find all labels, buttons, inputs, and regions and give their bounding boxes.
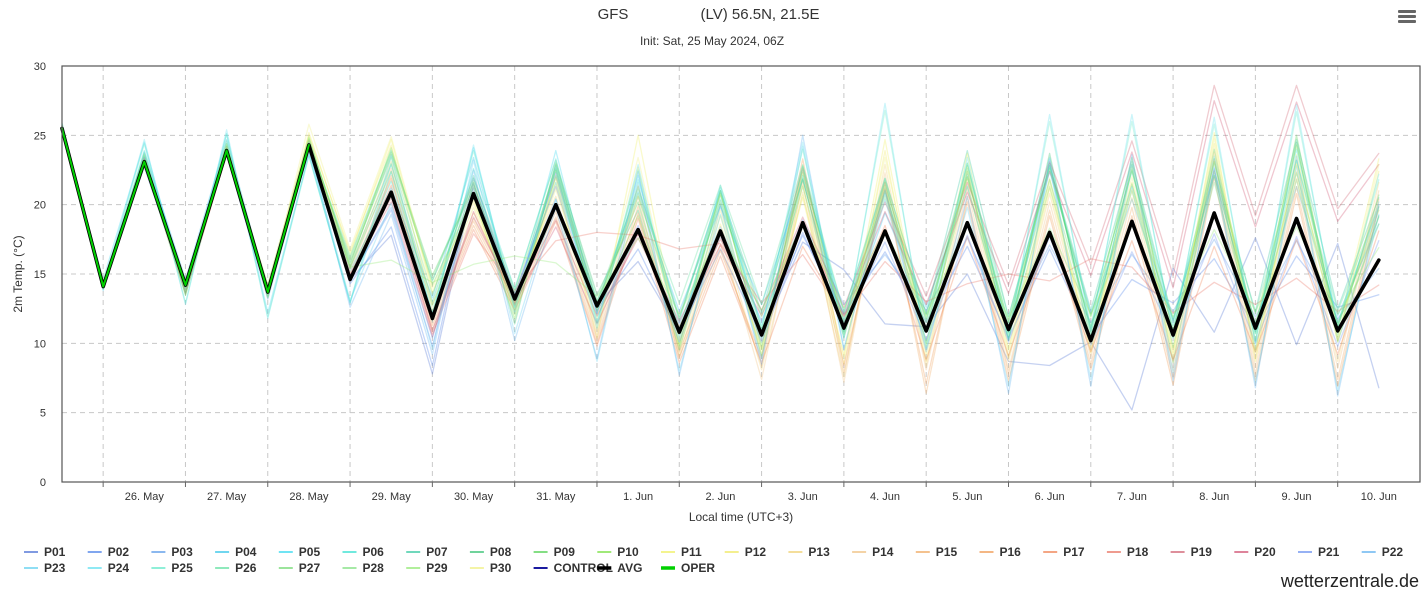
legend-item-p12[interactable]: P12 xyxy=(745,545,767,559)
series-lines xyxy=(60,84,1381,411)
legend-item-p25[interactable]: P25 xyxy=(171,561,193,575)
x-tick-label: 10. Jun xyxy=(1361,491,1397,503)
y-tick-label: 25 xyxy=(34,130,46,142)
y-tick-label: 15 xyxy=(34,269,46,281)
x-tick-label: 28. May xyxy=(289,491,329,503)
legend-item-p20[interactable]: P20 xyxy=(1254,545,1276,559)
legend-item-p29[interactable]: P29 xyxy=(426,561,448,575)
legend-item-p03[interactable]: P03 xyxy=(171,545,193,559)
series-line-avg xyxy=(60,126,1381,343)
series-line-p26 xyxy=(61,126,1380,320)
series-line-p25 xyxy=(61,109,1380,346)
y-tick-label: 30 xyxy=(34,61,46,73)
legend-item-p17[interactable]: P17 xyxy=(1063,545,1085,559)
x-tick-label: 7. Jun xyxy=(1117,491,1147,503)
legend-item-p19[interactable]: P19 xyxy=(1191,545,1213,559)
legend-item-p10[interactable]: P10 xyxy=(617,545,639,559)
legend-item-oper[interactable]: OPER xyxy=(681,561,715,575)
x-tick-label: 5. Jun xyxy=(952,491,982,503)
x-tick-label: 30. May xyxy=(454,491,494,503)
hamburger-menu-icon[interactable] xyxy=(1396,8,1418,26)
x-tick-label: 1. Jun xyxy=(623,491,653,503)
legend-item-p30[interactable]: P30 xyxy=(490,561,512,575)
y-tick-label: 20 xyxy=(34,200,46,212)
x-tick-label: 8. Jun xyxy=(1199,491,1229,503)
x-axis-label: Local time (UTC+3) xyxy=(689,510,793,524)
legend-item-p16[interactable]: P16 xyxy=(1000,545,1022,559)
x-tick-label: 26. May xyxy=(125,491,165,503)
legend-item-p14[interactable]: P14 xyxy=(872,545,894,559)
legend-item-p11[interactable]: P11 xyxy=(681,545,702,559)
legend-item-control[interactable]: CONTROL xyxy=(554,561,613,575)
axes: 0 5 10 15 20 25 30 26. May 27. May 28. May 29. May… xyxy=(34,61,1397,503)
legend-item-avg[interactable]: AVG xyxy=(617,561,642,575)
legend-item-p18[interactable]: P18 xyxy=(1127,545,1149,559)
grid xyxy=(62,66,1420,482)
legend-item-p23[interactable]: P23 xyxy=(44,561,66,575)
legend-item-p21[interactable]: P21 xyxy=(1318,545,1340,559)
x-tick-label: 31. May xyxy=(536,491,576,503)
legend-item-p01[interactable]: P01 xyxy=(44,545,66,559)
legend-item-p26[interactable]: P26 xyxy=(235,561,257,575)
legend-item-p08[interactable]: P08 xyxy=(490,545,512,559)
x-tick-label: 9. Jun xyxy=(1282,491,1312,503)
legend-item-p24[interactable]: P24 xyxy=(108,561,130,575)
x-tick-label: 6. Jun xyxy=(1035,491,1065,503)
x-tick-label: 29. May xyxy=(372,491,412,503)
x-tick-label: 3. Jun xyxy=(788,491,818,503)
series-line-oper xyxy=(61,127,310,293)
legend-item-p28[interactable]: P28 xyxy=(363,561,385,575)
legend-item-p06[interactable]: P06 xyxy=(363,545,385,559)
plot-frame xyxy=(61,65,1421,483)
legend-item-p22[interactable]: P22 xyxy=(1382,545,1404,559)
series-line-p05 xyxy=(61,130,1380,340)
legend-item-p27[interactable]: P27 xyxy=(299,561,321,575)
y-tick-label: 10 xyxy=(34,338,46,350)
legend-item-p09[interactable]: P09 xyxy=(554,545,576,559)
chart-subtitle: Init: Sat, 25 May 2024, 06Z xyxy=(640,34,784,48)
y-axis-label: 2m Temp. (°C) xyxy=(11,235,25,312)
legend-item-p04[interactable]: P04 xyxy=(235,545,257,559)
legend-item-p02[interactable]: P02 xyxy=(108,545,130,559)
legend-item-p15[interactable]: P15 xyxy=(936,545,958,559)
x-tick-label: 4. Jun xyxy=(870,491,900,503)
footer-brand: wetterzentrale.de xyxy=(1280,571,1419,591)
y-tick-label: 0 xyxy=(40,477,46,489)
legend: P01 P02 P03 P04 P05 P06 P07 P08 P09 P10 P11 P12 P13 P… xyxy=(24,545,1403,575)
chart-title-model: GFS xyxy=(598,6,629,23)
x-tick-label: 2. Jun xyxy=(705,491,735,503)
legend-item-p13[interactable]: P13 xyxy=(808,545,830,559)
series-line-p24 xyxy=(61,102,1380,350)
legend-item-p07[interactable]: P07 xyxy=(426,545,448,559)
legend-item-p05[interactable]: P05 xyxy=(299,545,321,559)
y-tick-label: 5 xyxy=(40,408,46,420)
chart-title-location: (LV) 56.5N, 21.5E xyxy=(701,6,820,23)
x-tick-label: 27. May xyxy=(207,491,247,503)
